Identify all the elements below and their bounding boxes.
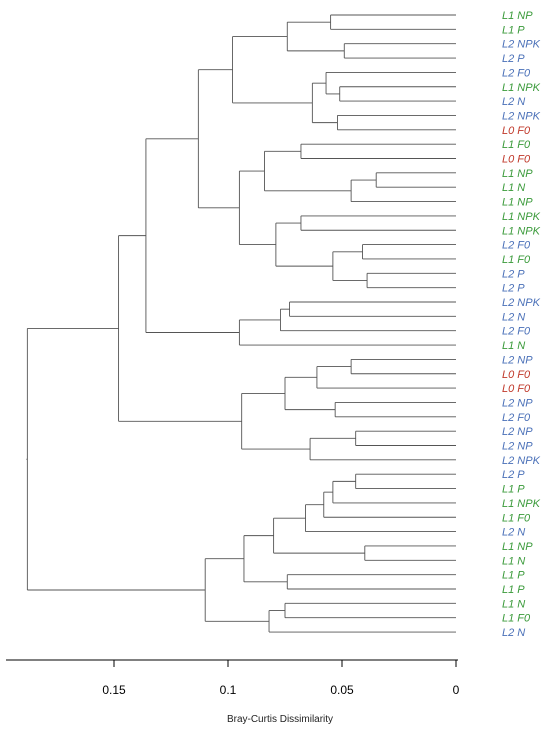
leaf-label: L1 NP — [502, 10, 533, 22]
leaf-label: L2 NPK — [502, 455, 541, 467]
leaf-label: L2 F0 — [502, 67, 531, 79]
leaf-label: L2 N — [502, 96, 525, 108]
leaf-label: L2 NPK — [502, 110, 541, 122]
x-axis-title: Bray-Curtis Dissimilarity — [227, 714, 333, 725]
leaf-label: L0 F0 — [502, 383, 531, 395]
leaf-label: L1 NP — [502, 168, 533, 180]
leaf-label: L1 NPK — [502, 225, 541, 237]
leaf-label: L1 N — [502, 598, 525, 610]
leaf-label: L1 N — [502, 340, 525, 352]
x-tick-label: 0.15 — [102, 683, 126, 697]
leaf-label: L2 NP — [502, 426, 533, 438]
leaf-label: L0 F0 — [502, 125, 531, 137]
leaf-label: L1 F0 — [502, 139, 531, 151]
leaf-label: L2 F0 — [502, 326, 531, 338]
leaf-label: L1 NPK — [502, 82, 541, 94]
leaf-label: L2 NP — [502, 397, 533, 409]
leaf-label: L1 NP — [502, 197, 533, 209]
leaf-label: L1 F0 — [502, 512, 531, 524]
leaf-label: L1 NP — [502, 541, 533, 553]
leaf-label: L2 P — [502, 469, 525, 481]
leaf-label: L1 NPK — [502, 498, 541, 510]
leaf-label: L2 P — [502, 53, 525, 65]
x-axis: 0.15 0.1 0.05 0 — [6, 659, 460, 697]
leaf-label: L1 P — [502, 584, 525, 596]
leaf-label: L1 P — [502, 570, 525, 582]
leaf-label: L2 F0 — [502, 412, 531, 424]
leaf-label: L0 F0 — [502, 369, 531, 381]
x-axis-ticks: 0.15 0.1 0.05 0 — [102, 660, 460, 697]
leaf-label: L1 N — [502, 555, 525, 567]
leaf-label: L2 NP — [502, 441, 533, 453]
leaf-label: L1 NPK — [502, 211, 541, 223]
leaf-label: L2 P — [502, 268, 525, 280]
leaf-label: L1 F0 — [502, 613, 531, 625]
leaf-label: L1 N — [502, 182, 525, 194]
leaf-label: L2 NPK — [502, 39, 541, 51]
leaf-label: L2 N — [502, 311, 525, 323]
x-tick-label: 0 — [453, 683, 460, 697]
leaf-label: L2 NP — [502, 354, 533, 366]
leaf-label: L2 N — [502, 627, 525, 639]
leaf-label: L1 P — [502, 484, 525, 496]
leaf-label: L2 P — [502, 283, 525, 295]
dendrogram-branches — [26, 14, 456, 633]
leaf-label: L2 N — [502, 527, 525, 539]
leaf-labels: L1 NP L1 P L2 NPK L2 P L2 F0 L1 NPK L2 N L2 NPK… — [502, 10, 541, 639]
leaf-label: L1 F0 — [502, 254, 531, 266]
x-tick-label: 0.05 — [330, 683, 354, 697]
leaf-label: L1 P — [502, 24, 525, 36]
leaf-label: L2 NPK — [502, 297, 541, 309]
x-tick-label: 0.1 — [220, 683, 237, 697]
leaf-label: L0 F0 — [502, 154, 531, 166]
leaf-label: L2 F0 — [502, 240, 531, 252]
